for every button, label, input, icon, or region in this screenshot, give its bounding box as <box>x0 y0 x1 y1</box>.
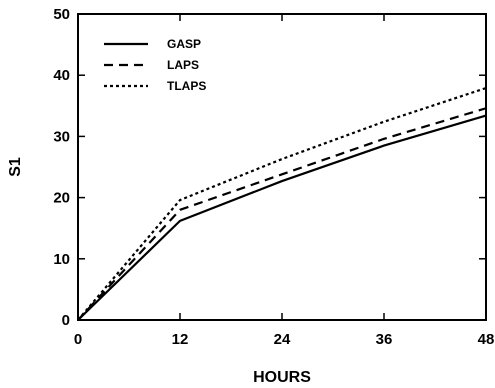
y-axis-title: S1 <box>7 157 24 177</box>
y-tick-label: 10 <box>53 251 70 268</box>
y-tick-label: 40 <box>53 67 70 84</box>
legend-label-gasp: GASP <box>167 37 201 51</box>
y-tick-label: 50 <box>53 6 70 23</box>
y-tick-label: 30 <box>53 128 70 145</box>
series-line-tlaps <box>77 87 487 321</box>
x-tick-label: 0 <box>74 331 82 348</box>
legend-label-tlaps: TLAPS <box>167 79 206 93</box>
x-axis-title: HOURS <box>253 369 311 386</box>
plot-frame <box>77 13 487 321</box>
x-tick-label: 48 <box>478 331 495 348</box>
legend: GASP LAPS TLAPS <box>104 37 206 93</box>
y-axis-ticks: 0 10 20 30 40 50 <box>53 6 486 329</box>
series-line-gasp <box>77 114 487 321</box>
x-tick-label: 12 <box>172 331 189 348</box>
legend-label-laps: LAPS <box>167 58 199 72</box>
x-axis-ticks: 0 12 24 36 48 <box>74 14 495 348</box>
series-line-laps <box>77 107 487 321</box>
series-lines <box>77 87 487 321</box>
x-tick-label: 36 <box>376 331 393 348</box>
y-tick-label: 20 <box>53 190 70 207</box>
y-tick-label: 0 <box>62 312 70 329</box>
x-tick-label: 24 <box>274 331 291 348</box>
